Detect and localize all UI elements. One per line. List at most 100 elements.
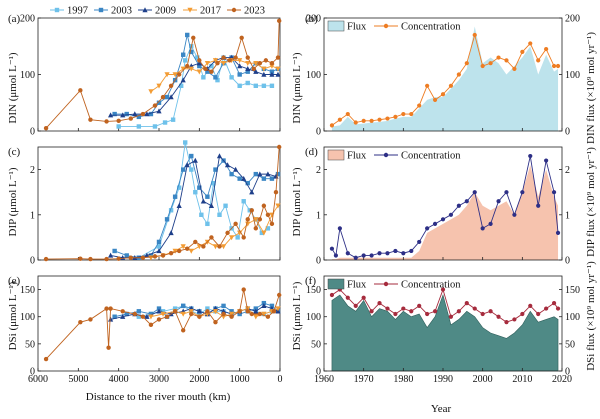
panel-a-point-2023 xyxy=(43,125,49,131)
panel-d-concentration-point xyxy=(551,190,557,195)
panel-a-point-2023 xyxy=(116,118,121,124)
panel-b-legend-flux-swatch xyxy=(327,20,345,32)
panel-a-point-2003 xyxy=(124,111,129,117)
panel-c-point-2023 xyxy=(140,255,146,260)
panel-b-concentration-point xyxy=(536,58,541,63)
panel-a-point-2017 xyxy=(180,66,186,72)
panel-b-concentration-point xyxy=(393,114,398,119)
panel-b-concentration-point xyxy=(496,55,501,60)
panel-f-ylabel-right: DSi flux (×10⁹ mol yr⁻¹) xyxy=(585,261,597,371)
panel-a-point-2009 xyxy=(168,94,174,100)
panel-d-plot: 0 0 1 1 2 2 Flux Concentration xyxy=(316,146,570,267)
panel-a-point-2017 xyxy=(261,66,267,72)
legend-marker-2017 xyxy=(187,7,193,13)
panel-a-point-2003 xyxy=(269,69,275,74)
panel-a-point-2017 xyxy=(253,61,259,66)
panel-a-point-2023 xyxy=(221,55,226,60)
panel-a-point-1997 xyxy=(195,55,200,60)
panel-d-concentration-point xyxy=(480,226,485,231)
panel-a-point-2017 xyxy=(172,72,178,78)
panel-a-point-2023 xyxy=(128,116,133,121)
panel-a-point-2017 xyxy=(156,83,162,89)
panel-a-point-2017 xyxy=(188,66,194,72)
panel-a-point-1997 xyxy=(229,75,234,80)
panel-d-concentration-point xyxy=(432,221,438,226)
panel-c-point-2009 xyxy=(168,230,174,236)
panel-a-point-2023 xyxy=(239,35,244,40)
panel-e-point-1997 xyxy=(136,314,142,319)
panel-c: 0 1 2 (c) DIP (μmol L⁻¹) xyxy=(7,140,282,267)
panel-e-xtick-label: 4000 xyxy=(109,374,129,385)
panel-f-concentration-point xyxy=(528,303,533,308)
panel-f-concentration-point xyxy=(480,311,485,317)
legend-marker-1997 xyxy=(54,7,60,13)
panel-a-point-2017 xyxy=(164,72,170,78)
panel-e-letter: (e) xyxy=(8,275,21,287)
panel-c-point-2023 xyxy=(193,239,198,245)
panel-f-concentration-point xyxy=(353,303,358,308)
panel-a-point-1997 xyxy=(253,83,258,88)
panel-f-ytick-label: 0 xyxy=(316,367,321,378)
panel-a-point-2009 xyxy=(269,71,275,77)
panel-e-point-2003 xyxy=(181,303,186,309)
panel-c-point-2003 xyxy=(269,176,275,181)
panel-e-point-2023 xyxy=(108,306,113,311)
panel-c-point-1997 xyxy=(265,226,271,231)
panel-e-point-2023 xyxy=(164,314,170,319)
panel-e-xtick-label: 1000 xyxy=(230,374,250,385)
panel-e-point-2023 xyxy=(237,309,242,314)
panel-f-legend-conc-marker xyxy=(383,281,389,287)
panel-b-concentration-point xyxy=(353,120,358,125)
panel-f-concentration-point xyxy=(361,295,366,300)
panel-c-point-2023 xyxy=(128,255,133,260)
panel-a-point-2003 xyxy=(197,63,202,69)
panel-c-point-2023 xyxy=(276,144,282,150)
panel-c-point-1997 xyxy=(199,212,204,217)
panel-a-point-1997 xyxy=(201,75,206,80)
panel-c-point-2023 xyxy=(104,256,109,262)
panel-f-concentration-point xyxy=(345,295,350,300)
panel-f-xtick-label: 1990 xyxy=(433,374,453,385)
panel-b-ylabel-right: DIN flux (×10⁹ mol yr⁻¹) xyxy=(585,32,597,144)
panel-c-point-2017 xyxy=(253,217,259,223)
panel-f-concentration-point xyxy=(409,309,414,314)
panel-f-ytick-right-label: 50 xyxy=(565,339,575,350)
panel-f-legend-flux-swatch xyxy=(327,278,345,290)
panel-a-point-2017 xyxy=(269,63,275,69)
panel-a-point-1997 xyxy=(183,58,188,63)
panel-f-xtick-label: 2010 xyxy=(512,374,532,385)
panel-a-point-1997 xyxy=(245,80,250,86)
panel-b-concentration-point xyxy=(329,123,335,128)
panel-f-concentration-point xyxy=(393,311,398,317)
panel-f-concentration-point xyxy=(425,311,430,317)
panel-e-xtick-label: 6000 xyxy=(28,374,48,385)
panel-b-flux-area xyxy=(331,26,559,132)
panel-b: 0 0 100 100 200 200 Flux Concentration (b) DIN … xyxy=(291,13,597,144)
panel-e-xtick-label: 2000 xyxy=(189,374,209,385)
panel-d-legend-conc-label: Concentration xyxy=(401,151,461,162)
panel-c-point-2023 xyxy=(249,208,254,213)
panel-c-point-2009 xyxy=(156,248,162,254)
panel-c-point-2023 xyxy=(160,253,166,258)
panel-f-concentration-point xyxy=(504,320,509,325)
panel-f-xtick-label: 1980 xyxy=(393,374,413,385)
panel-a-point-1997 xyxy=(162,120,168,125)
panel-e-point-2023 xyxy=(148,322,154,328)
panel-c-point-2009 xyxy=(192,157,198,163)
panel-e-point-2023 xyxy=(241,287,246,292)
panel-e-xlabel: Distance to the river mouth (km) xyxy=(86,391,231,403)
panel-f-concentration-point xyxy=(472,306,477,311)
panel-c-point-2003 xyxy=(275,171,281,177)
panel-b-ytick-right-label: 100 xyxy=(565,70,580,81)
panel-e-point-2009 xyxy=(144,313,150,319)
panel-e-ytick-label: 100 xyxy=(20,312,35,323)
panel-c-plot: 0 1 2 xyxy=(30,140,282,267)
panel-d-ytick-label: 2 xyxy=(316,165,321,176)
panel-e-point-2009 xyxy=(196,308,202,314)
panel-c-point-2017 xyxy=(275,203,281,209)
panel-b-concentration-point xyxy=(361,118,366,123)
panel-f-concentration-point xyxy=(401,306,406,311)
panel-b-concentration-point xyxy=(432,97,438,103)
panel-e-point-2023 xyxy=(271,309,277,314)
